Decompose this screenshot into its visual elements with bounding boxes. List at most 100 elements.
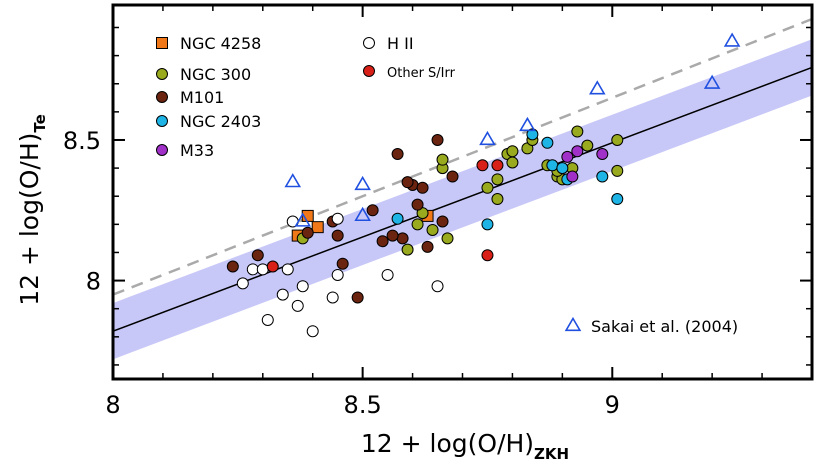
point-m101-15: [436, 215, 449, 228]
point-ngc-2403-7: [611, 193, 624, 206]
legend-label-ngc-2403: NGC 2403: [180, 112, 261, 131]
point-m101-8: [391, 148, 404, 161]
tick-labels-layer: 8 8.5 9 8 8.5: [63, 127, 620, 419]
point-m33-2: [596, 148, 609, 161]
legend-marker-sakai-et-al-2004: [564, 316, 582, 332]
legend-label-sakai-et-al-2004: Sakai et al. (2004): [591, 317, 738, 336]
point-m101-4: [336, 257, 349, 270]
point-ngc-300-10: [506, 145, 519, 158]
legend-label-ngc-4258: NGC 4258: [180, 34, 261, 53]
point-sakai-et-al-2004-3: [354, 206, 371, 222]
point-ngc-2403-4: [546, 159, 559, 172]
legend-marker-ngc-2403: [156, 115, 168, 127]
point-h-ii-0: [236, 277, 249, 290]
point-m101-9: [396, 232, 409, 245]
legend-label-ngc-300: NGC 300: [180, 65, 251, 84]
point-h-ii-1: [246, 263, 259, 276]
point-h-ii-3: [261, 313, 274, 326]
x-axis-title-main: 12 + log(O/H): [361, 429, 534, 458]
legend-marker-h-ii: [363, 37, 375, 49]
point-sakai-et-al-2004-2: [354, 175, 371, 191]
legend-label-m33: M33: [180, 141, 214, 160]
x-tick-label-1: 8.5: [344, 391, 382, 419]
axis-ticks-layer: [112, 5, 813, 379]
point-ngc-300-11: [506, 156, 519, 169]
x-axis-title: 12 + log(O/H)ZKH: [361, 429, 569, 463]
point-sakai-et-al-2004-6: [589, 80, 606, 95]
point-sakai-et-al-2004-7: [703, 74, 721, 89]
point-m101-5: [351, 291, 364, 304]
point-m101-18: [401, 176, 414, 189]
point-h-ii-10: [326, 291, 339, 304]
point-h-ii-7: [291, 299, 304, 312]
point-ngc-300-6: [481, 181, 494, 194]
point-m33-0: [561, 150, 574, 163]
legend-label-m101: M101: [180, 88, 224, 107]
point-ngc-300-2: [411, 218, 424, 231]
point-m101-14: [431, 133, 444, 146]
point-h-ii-13: [431, 280, 444, 293]
legend-label-other-s-irr: Other S/Irr: [387, 66, 456, 81]
point-ngc-2403-1: [481, 218, 494, 231]
point-other-s-irr-0: [266, 260, 279, 273]
point-m33-1: [571, 145, 584, 158]
point-ngc-300-20: [611, 133, 624, 146]
point-ngc-2403-3: [541, 136, 554, 149]
point-m101-19: [301, 226, 314, 239]
point-m33-3: [566, 170, 579, 183]
point-h-ii-9: [306, 325, 319, 338]
legend: NGC 4258 NGC 300 M101 NGC 2403 M33 H II Other …: [156, 34, 738, 336]
legend-marker-other-s-irr: [363, 65, 375, 77]
point-m101-0: [226, 260, 239, 273]
point-m101-6: [366, 204, 379, 217]
point-ngc-2403-6: [596, 170, 609, 183]
point-sakai-et-al-2004-0: [284, 173, 302, 188]
point-h-ii-5: [281, 263, 294, 276]
point-h-ii-12: [381, 268, 394, 281]
point-ngc-300-19: [581, 139, 594, 152]
dashed-reference-line: [113, 17, 812, 296]
point-ngc-300-22: [436, 153, 449, 166]
point-ngc-2403-0: [391, 212, 404, 225]
point-h-ii-8: [296, 280, 309, 293]
point-ngc-300-3: [426, 223, 439, 236]
legend-label-h-ii: H II: [387, 34, 414, 53]
point-m101-17: [386, 229, 399, 242]
x-axis-title-sub: ZKH: [534, 445, 569, 463]
legend-marker-m33: [156, 144, 168, 156]
point-ngc-300-1: [401, 243, 414, 256]
point-ngc-300-8: [491, 193, 504, 206]
point-m101-7: [376, 235, 389, 248]
data-points-layer: [226, 32, 741, 338]
fit-line: [113, 66, 812, 332]
point-ngc-2403-8: [556, 162, 569, 175]
legend-marker-ngc-4258: [156, 37, 168, 49]
fit-lines-layer: [113, 17, 812, 332]
x-tick-label-0: 8: [105, 391, 120, 419]
point-h-ii-14: [331, 212, 344, 225]
point-m101-12: [416, 181, 429, 194]
y-axis-title: 12 + log(O/H)Te: [15, 114, 49, 306]
legend-marker-m101: [156, 91, 168, 103]
point-h-ii-4: [276, 288, 289, 301]
point-sakai-et-al-2004-5: [519, 116, 536, 132]
point-m101-16: [446, 170, 459, 183]
point-sakai-et-al-2004-4: [479, 130, 496, 146]
point-sakai-et-al-2004-1: [294, 212, 312, 227]
point-other-s-irr-3: [481, 249, 494, 262]
point-m101-3: [331, 229, 344, 242]
x-tick-label-2: 9: [605, 391, 620, 419]
point-h-ii-11: [331, 268, 344, 281]
y-tick-label-0: 8: [86, 268, 101, 296]
point-m101-11: [411, 198, 424, 211]
point-m101-13: [421, 240, 434, 253]
point-m101-1: [251, 249, 264, 262]
point-ngc-300-18: [571, 125, 584, 138]
point-ngc-300-5: [441, 232, 454, 245]
y-axis-title-main: 12 + log(O/H): [15, 133, 44, 306]
y-axis-title-sub: Te: [31, 114, 49, 132]
point-ngc-300-21: [611, 164, 624, 177]
point-other-s-irr-1: [476, 159, 489, 172]
legend-marker-ngc-300: [156, 68, 168, 80]
point-ngc-4258-2: [311, 221, 324, 234]
